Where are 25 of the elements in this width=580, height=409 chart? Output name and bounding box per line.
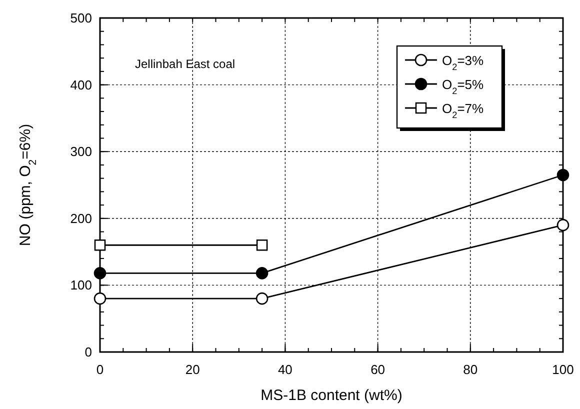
x-tick-label: 60 [370, 362, 386, 377]
point [256, 292, 268, 305]
y-tick-label: 300 [70, 144, 92, 160]
y-tick-label: 0 [84, 344, 92, 360]
annotation: Jellinbah East coal [135, 57, 236, 71]
x-tick-label: 40 [278, 362, 292, 377]
legend-label: O$_{2}$=7% [442, 101, 484, 120]
point [94, 239, 106, 251]
x-tick-label: 100 [552, 362, 574, 377]
x-tick-label: 0 [96, 362, 104, 377]
point [556, 168, 570, 182]
point [556, 218, 570, 232]
y-tick-label: 400 [70, 77, 92, 92]
point [94, 292, 106, 305]
legend-label: O$_{2}$=5% [442, 77, 484, 96]
y-tick-label: 100 [70, 278, 92, 293]
point [94, 267, 106, 280]
point [256, 239, 268, 251]
x-tick-label: 20 [185, 362, 200, 377]
point [256, 267, 268, 280]
y-tick-label: 200 [70, 210, 92, 226]
x-tick-label: 80 [463, 362, 478, 377]
y-tick-label: 500 [70, 10, 92, 26]
legend-label: O$_{2}$=3% [442, 53, 484, 72]
x-axis-title: MS-1B content (wt%) [260, 387, 402, 404]
